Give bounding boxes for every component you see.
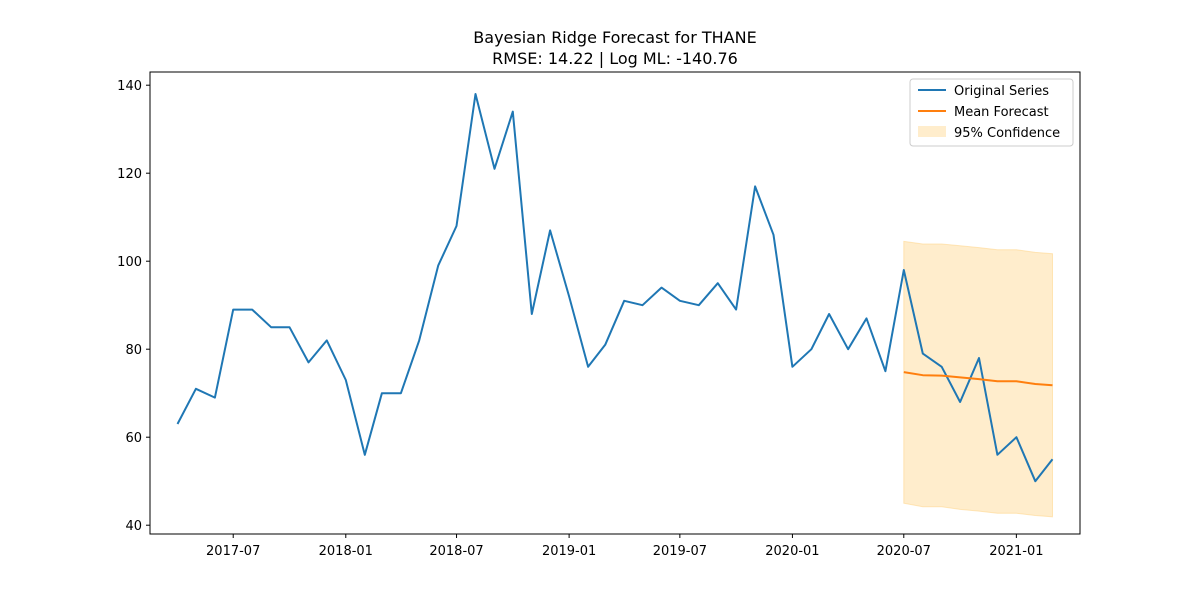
x-tick-label: 2019-07 — [653, 544, 707, 559]
plot-area — [176, 93, 1054, 518]
chart-title: Bayesian Ridge Forecast for THANE — [473, 28, 756, 47]
legend-label-original: Original Series — [954, 84, 1049, 99]
x-tick-label: 2020-07 — [877, 544, 931, 559]
x-tick-label: 2020-01 — [765, 544, 819, 559]
y-axis: 40 60 80 100 120 140 — [117, 79, 150, 534]
x-axis: 2017-07 2018-01 2018-07 2019-01 2019-07 2020-… — [206, 534, 1044, 559]
legend-swatch-confidence — [918, 126, 946, 137]
x-tick-label: 2018-01 — [319, 544, 373, 559]
legend-box — [909, 78, 1074, 147]
original-series-line — [176, 93, 1054, 483]
y-tick-label: 40 — [125, 519, 142, 534]
x-tick-label: 2017-07 — [206, 544, 260, 559]
y-tick-label: 100 — [117, 255, 142, 270]
mean-forecast-line — [903, 371, 1053, 387]
x-tick-label: 2019-01 — [542, 544, 596, 559]
legend: Original Series Mean Forecast 95% Confid… — [909, 78, 1074, 147]
legend-label-forecast: Mean Forecast — [954, 105, 1049, 120]
chart-subtitle: RMSE: 14.22 | Log ML: -140.76 — [492, 49, 738, 68]
y-tick-label: 80 — [125, 343, 142, 358]
x-tick-label: 2018-07 — [429, 544, 483, 559]
y-tick-label: 60 — [125, 431, 142, 446]
plot-frame — [149, 71, 1081, 535]
x-tick-label: 2021-01 — [989, 544, 1043, 559]
legend-label-confidence: 95% Confidence — [954, 126, 1060, 141]
y-tick-label: 120 — [117, 167, 142, 182]
y-tick-label: 140 — [117, 79, 142, 94]
